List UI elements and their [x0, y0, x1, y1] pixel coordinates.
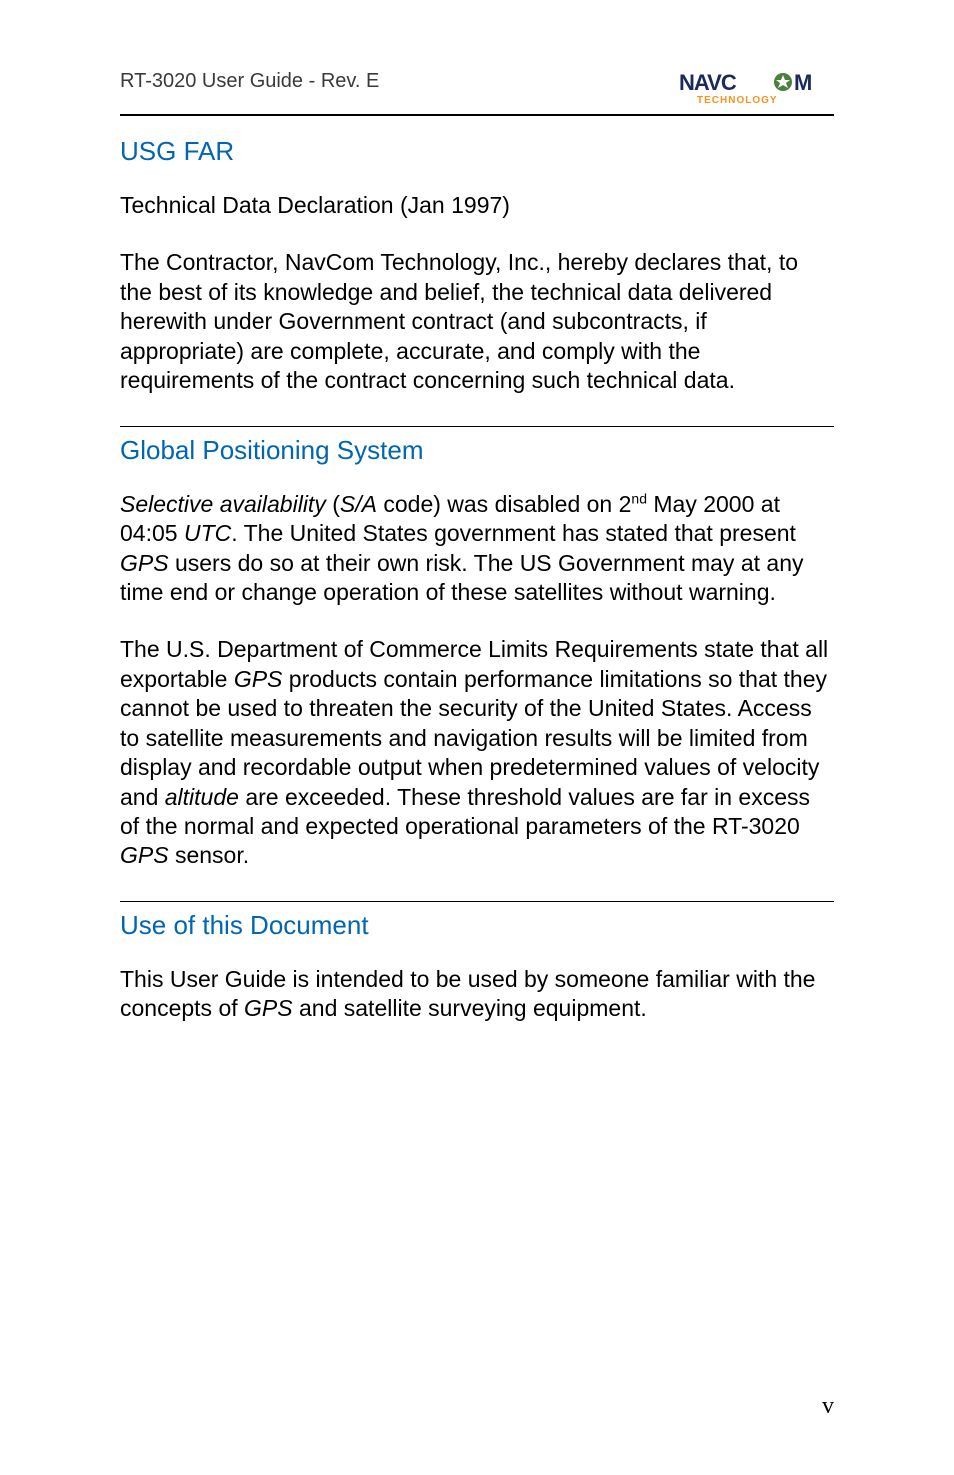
text-span: sensor.: [169, 842, 250, 868]
text-span: . The United States government has state…: [231, 520, 796, 546]
header-title: RT-3020 User Guide - Rev. E: [120, 70, 379, 93]
text-span: code) was disabled on 2: [377, 491, 631, 517]
document-header: RT-3020 User Guide - Rev. E NAVC M TECHN…: [120, 70, 834, 110]
section-heading-gps: Global Positioning System: [120, 426, 834, 466]
usg-far-para1: Technical Data Declaration (Jan 1997): [120, 191, 834, 220]
header-divider: [120, 114, 834, 116]
svg-text:NAVC: NAVC: [679, 70, 737, 95]
text-span: (: [326, 491, 340, 517]
svg-text:TECHNOLOGY: TECHNOLOGY: [697, 95, 778, 106]
text-span: GPS: [244, 995, 293, 1021]
text-span: GPS: [120, 842, 169, 868]
page-number: v: [822, 1393, 834, 1420]
text-span: GPS: [234, 666, 283, 692]
text-span: nd: [631, 490, 647, 506]
svg-text:M: M: [794, 70, 811, 95]
gps-para2: The U.S. Department of Commerce Limits R…: [120, 635, 834, 871]
text-span: Selective availability: [120, 491, 326, 517]
text-span: users do so at their own risk. The US Go…: [120, 550, 803, 605]
gps-para1: Selective availability (S/A code) was di…: [120, 490, 834, 608]
section-heading-use-doc: Use of this Document: [120, 901, 834, 941]
text-span: altitude: [165, 784, 239, 810]
text-span: S/A: [340, 491, 377, 517]
navcom-logo: NAVC M TECHNOLOGY: [679, 70, 834, 110]
section-heading-usg-far: USG FAR: [120, 136, 834, 167]
text-span: and satellite surveying equipment.: [293, 995, 647, 1021]
text-span: GPS: [120, 550, 169, 576]
usg-far-para2: The Contractor, NavCom Technology, Inc.,…: [120, 248, 834, 395]
text-span: UTC: [184, 520, 231, 546]
use-doc-para1: This User Guide is intended to be used b…: [120, 965, 834, 1024]
